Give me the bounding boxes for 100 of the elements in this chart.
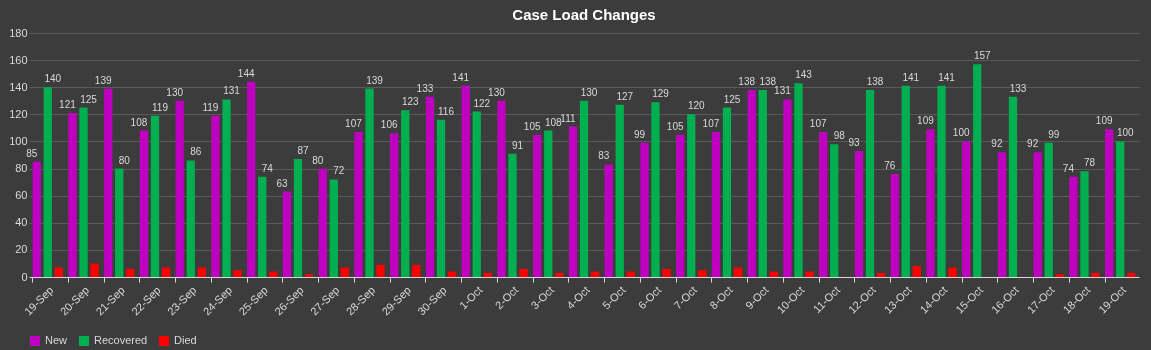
data-label: 105 (523, 120, 541, 132)
bar (233, 270, 242, 277)
data-label: 130 (580, 86, 598, 98)
data-label: 130 (488, 86, 506, 98)
y-tick-label: 60 (15, 189, 28, 202)
data-label: 141 (452, 71, 470, 83)
bar (282, 191, 292, 277)
bar (161, 267, 171, 277)
data-label: 85 (26, 147, 38, 159)
data-label: 108 (544, 116, 563, 128)
bar (1080, 171, 1089, 277)
data-label: 87 (297, 145, 310, 157)
bar (830, 144, 839, 277)
bar (1008, 96, 1018, 277)
bar (973, 64, 982, 277)
data-label: 92 (991, 138, 1003, 150)
bar (293, 159, 303, 277)
data-label: 116 (438, 105, 455, 117)
data-label: 125 (80, 93, 98, 105)
data-label: 74 (1062, 162, 1075, 174)
bar (68, 112, 77, 277)
y-tick-label: 80 (15, 162, 28, 175)
bar (115, 168, 124, 277)
bar (568, 126, 578, 277)
data-label: 120 (687, 100, 706, 112)
bar (890, 173, 899, 277)
bar (758, 89, 767, 277)
bar (1033, 152, 1042, 277)
bar (533, 134, 542, 277)
bar (783, 99, 792, 277)
data-label: 127 (616, 90, 634, 102)
bar (175, 100, 184, 277)
data-label: 80 (312, 154, 324, 166)
bar (139, 130, 149, 277)
bar (962, 141, 971, 277)
bar (376, 264, 385, 277)
data-label: 121 (59, 98, 77, 110)
bar (425, 96, 435, 277)
data-label: 139 (94, 74, 112, 86)
bar (1116, 141, 1125, 277)
bar (401, 110, 410, 277)
data-label: 108 (130, 116, 148, 128)
bar (698, 270, 707, 277)
bar (733, 267, 743, 277)
bar (186, 160, 195, 277)
data-label: 86 (190, 146, 202, 158)
bar (865, 89, 875, 277)
bar (497, 100, 506, 277)
bar (997, 152, 1007, 277)
bar (79, 107, 88, 277)
bar (544, 130, 553, 277)
bar (722, 107, 732, 277)
data-label: 122 (473, 97, 491, 109)
bar (329, 179, 338, 277)
data-label: 123 (401, 96, 420, 108)
bar (519, 268, 528, 277)
bar (747, 89, 756, 277)
bar (805, 271, 814, 277)
bar (819, 131, 828, 277)
chart-title: Case Load Changes (512, 6, 656, 23)
bar (1127, 272, 1136, 277)
data-label: 111 (560, 112, 576, 124)
data-label: 76 (884, 159, 896, 171)
data-label: 83 (598, 150, 610, 162)
bar (304, 274, 314, 277)
data-label: 107 (345, 117, 363, 129)
bar (318, 168, 327, 277)
data-label: 133 (1009, 82, 1027, 94)
data-label: 93 (848, 136, 860, 148)
data-label: 109 (917, 115, 935, 127)
bar (901, 85, 910, 277)
bar (90, 263, 99, 277)
legend-label: New (45, 334, 68, 346)
bar (1044, 142, 1053, 277)
bar (1105, 129, 1114, 277)
data-label: 74 (261, 162, 274, 174)
data-label: 138 (759, 75, 777, 87)
data-label: 72 (333, 165, 345, 177)
data-label: 131 (774, 85, 792, 97)
legend-label: Died (174, 334, 197, 346)
data-label: 78 (1083, 157, 1096, 169)
bar (126, 268, 135, 277)
y-tick-label: 180 (9, 26, 28, 39)
bar (651, 102, 660, 277)
bar (354, 131, 363, 277)
data-label: 140 (44, 73, 62, 85)
bar (687, 114, 696, 277)
bar (472, 111, 481, 277)
bar (461, 85, 470, 277)
bar (197, 267, 206, 277)
data-label: 139 (366, 74, 384, 86)
bar (150, 115, 160, 277)
data-label: 157 (973, 50, 992, 62)
data-label: 99 (633, 128, 646, 140)
data-label: 107 (702, 117, 720, 129)
bar (854, 150, 864, 277)
bar (555, 272, 564, 277)
bar (340, 267, 349, 277)
bar (794, 83, 803, 277)
data-label: 91 (511, 139, 524, 151)
